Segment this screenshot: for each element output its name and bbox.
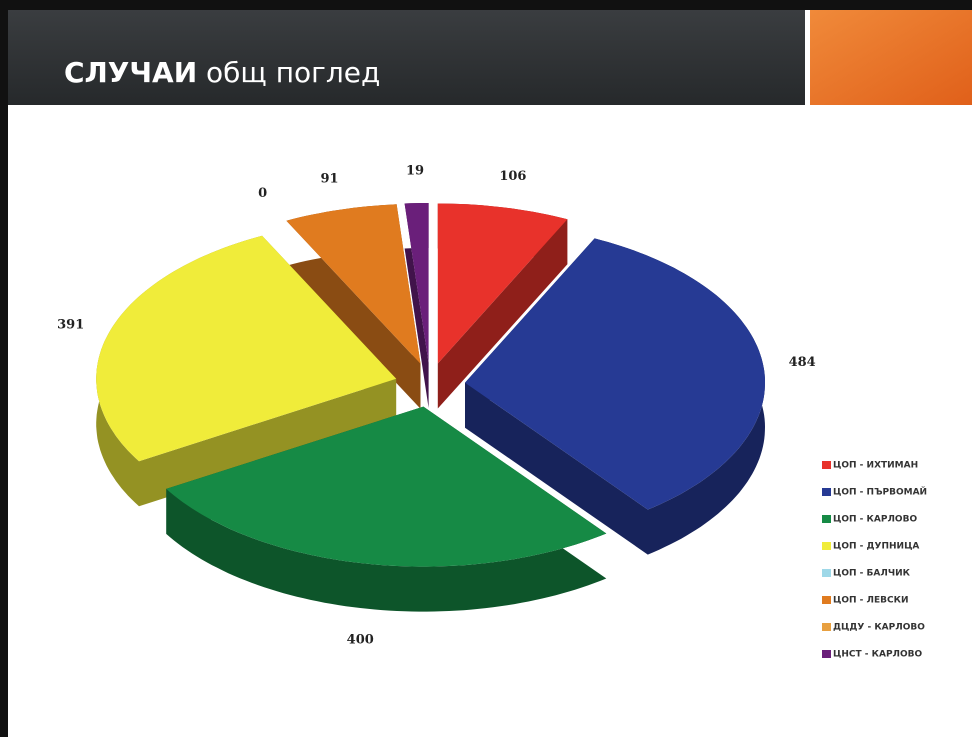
- title-rest: общ поглед: [206, 56, 380, 89]
- slice-top: [166, 406, 607, 567]
- legend-label: ЦОП - КАРЛОВО: [833, 515, 917, 525]
- slice-top: [96, 235, 397, 462]
- slice-top: [437, 203, 568, 364]
- data-label: 484: [789, 355, 816, 370]
- legend-label: ДЦДУ - КАРЛОВО: [833, 623, 925, 633]
- title-bold: СЛУЧАИ: [64, 56, 197, 89]
- data-label: 0: [258, 186, 267, 201]
- header-accent: [810, 10, 972, 105]
- legend-label: ЦОП - ЛЕВСКИ: [833, 596, 909, 606]
- legend-label: ЦОП - ИХТИМАН: [833, 461, 918, 471]
- legend-swatch: [822, 461, 831, 469]
- slice-top: [286, 204, 421, 364]
- data-label: 19: [406, 164, 424, 179]
- left-border: [0, 0, 8, 737]
- legend-label: ЦОП - ПЪРВОМАЙ: [833, 486, 927, 498]
- legend-swatch: [822, 488, 831, 496]
- legend-swatch: [822, 596, 831, 604]
- slide-title: СЛУЧАИ общ поглед: [64, 56, 380, 89]
- pie: 106 484 400 391 0 91 19: [57, 164, 816, 648]
- data-label: 91: [320, 171, 338, 186]
- top-border: [0, 0, 972, 10]
- legend-swatch: [822, 542, 831, 550]
- data-label: 106: [499, 169, 526, 184]
- legend-label: ЦОП - ДУПНИЦА: [833, 542, 919, 552]
- slice-top: [404, 203, 429, 363]
- legend-swatch: [822, 623, 831, 631]
- legend-label: ЦОП - БАЛЧИК: [833, 569, 911, 579]
- legend-swatch: [822, 569, 831, 577]
- legend-swatch: [822, 515, 831, 523]
- slice-side: [404, 203, 429, 408]
- header-bar: [8, 10, 805, 105]
- slice-top: [465, 238, 765, 510]
- data-label: 400: [347, 633, 374, 648]
- legend-swatch: [822, 650, 831, 658]
- legend: ЦОП - ИХТИМАН ЦОП - ПЪРВОМАЙ ЦОП - КАРЛОВО…: [822, 461, 927, 660]
- data-label: 391: [57, 318, 84, 333]
- legend-label: ЦНСТ - КАРЛОВО: [833, 650, 923, 660]
